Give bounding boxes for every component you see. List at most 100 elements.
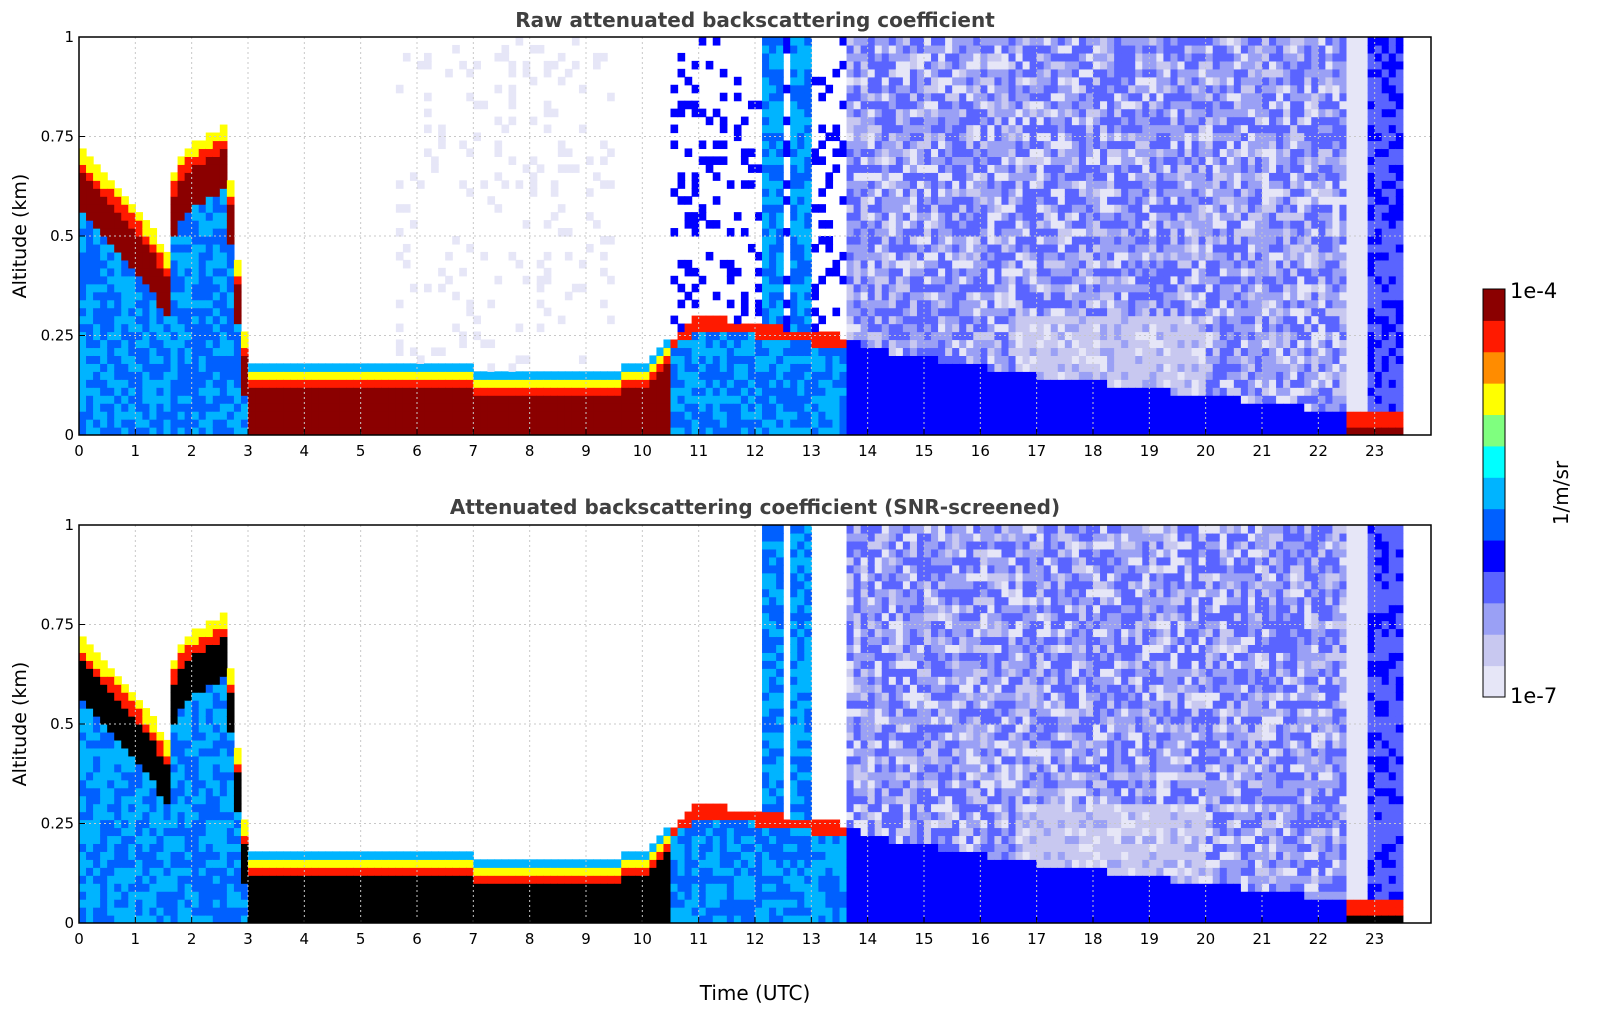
heatmap-cell	[1128, 291, 1136, 301]
heatmap-cell	[1205, 164, 1214, 173]
heatmap-cell	[825, 363, 834, 372]
heatmap-cell	[825, 172, 834, 181]
heatmap-cell	[825, 267, 834, 277]
heatmap-cell	[670, 124, 679, 134]
heatmap-cell	[226, 307, 235, 317]
heatmap-cell	[1015, 148, 1024, 157]
heatmap-cell	[1212, 116, 1221, 126]
heatmap-cell	[297, 387, 305, 396]
heatmap-cell	[846, 291, 855, 301]
heatmap-cell	[860, 419, 869, 428]
heatmap-cell	[1107, 204, 1115, 213]
heatmap-cell	[677, 52, 686, 62]
heatmap-cell	[881, 236, 890, 245]
heatmap-cell	[931, 212, 939, 221]
heatmap-cell	[895, 395, 904, 404]
heatmap-cell	[670, 228, 679, 237]
heatmap-cell	[909, 243, 918, 253]
heatmap-cell	[156, 307, 165, 317]
heatmap-cell	[733, 355, 742, 364]
heatmap-cell	[1142, 323, 1150, 333]
heatmap-cell	[776, 411, 784, 420]
heatmap-cell	[1085, 212, 1094, 221]
heatmap-cell	[980, 371, 988, 380]
heatmap-cell	[853, 44, 862, 54]
heatmap-cell	[1233, 387, 1242, 396]
heatmap-cell	[755, 323, 763, 333]
heatmap-cell	[226, 419, 235, 428]
heatmap-cell	[677, 419, 686, 428]
heatmap-cell	[1184, 419, 1193, 428]
heatmap-cell	[1001, 395, 1010, 404]
heatmap-cell	[1085, 188, 1094, 197]
heatmap-cell	[825, 379, 834, 388]
heatmap-cell	[262, 371, 270, 380]
heatmap-cell	[269, 403, 277, 412]
heatmap-cell	[374, 363, 383, 372]
heatmap-cell	[959, 76, 967, 86]
heatmap-cell	[1057, 180, 1066, 189]
heatmap-cell	[1163, 259, 1172, 269]
heatmap-cell	[846, 228, 855, 237]
heatmap-cell	[1057, 411, 1066, 420]
heatmap-cell	[1128, 204, 1136, 213]
heatmap-cell	[1184, 44, 1193, 54]
heatmap-cell	[980, 172, 988, 181]
heatmap-cell	[945, 60, 953, 70]
heatmap-cell	[1093, 124, 1101, 134]
heatmap-cell	[1212, 355, 1221, 364]
heatmap-cell	[226, 323, 235, 333]
heatmap-cell	[1170, 371, 1179, 380]
heatmap-cell	[494, 395, 503, 404]
heatmap-cell	[1050, 323, 1059, 333]
heatmap-cell	[149, 236, 158, 245]
heatmap-cell	[677, 68, 686, 78]
heatmap-cell	[1191, 44, 1200, 54]
heatmap-cell	[163, 363, 172, 372]
heatmap-cell	[797, 419, 805, 428]
heatmap-cell	[769, 180, 777, 189]
heatmap-cell	[1078, 315, 1087, 325]
heatmap-cell	[79, 323, 87, 333]
heatmap-cell	[980, 148, 988, 157]
heatmap-cell	[79, 427, 87, 435]
heatmap-cell	[388, 403, 397, 412]
heatmap-cell	[895, 267, 904, 277]
heatmap-cell	[1107, 315, 1115, 325]
heatmap-cell	[212, 307, 221, 317]
heatmap-cell	[959, 172, 967, 181]
heatmap-cell	[797, 243, 805, 253]
heatmap-cell	[762, 228, 770, 237]
heatmap-cell	[959, 315, 967, 325]
heatmap-cell	[832, 427, 841, 435]
heatmap-cell	[747, 395, 756, 404]
heatmap-cell	[1100, 204, 1108, 213]
heatmap-cell	[881, 355, 890, 364]
heatmap-cell	[1135, 291, 1143, 301]
heatmap-cell	[902, 331, 911, 341]
heatmap-cell	[1043, 196, 1052, 205]
heatmap-cell	[783, 411, 791, 420]
heatmap-cell	[93, 323, 101, 333]
heatmap-cell	[445, 275, 453, 285]
heatmap-cell	[1163, 188, 1172, 197]
heatmap-cell	[191, 212, 200, 221]
heatmap-cell	[1219, 236, 1228, 245]
heatmap-cell	[902, 60, 911, 70]
heatmap-cell	[586, 188, 594, 197]
heatmap-cell	[409, 427, 418, 435]
heatmap-cell	[1212, 387, 1221, 396]
heatmap-cell	[93, 347, 101, 356]
heatmap-cell	[698, 331, 707, 341]
heatmap-cell	[170, 347, 179, 356]
heatmap-cell	[769, 204, 777, 213]
heatmap-cell	[867, 212, 876, 221]
heatmap-cell	[149, 339, 158, 349]
heatmap-cell	[536, 379, 545, 388]
heatmap-cell	[1001, 243, 1010, 253]
heatmap-cell	[909, 339, 918, 349]
heatmap-cell	[642, 419, 650, 428]
heatmap-cell	[987, 283, 996, 293]
heatmap-cell	[945, 148, 953, 157]
heatmap-cell	[874, 132, 883, 142]
